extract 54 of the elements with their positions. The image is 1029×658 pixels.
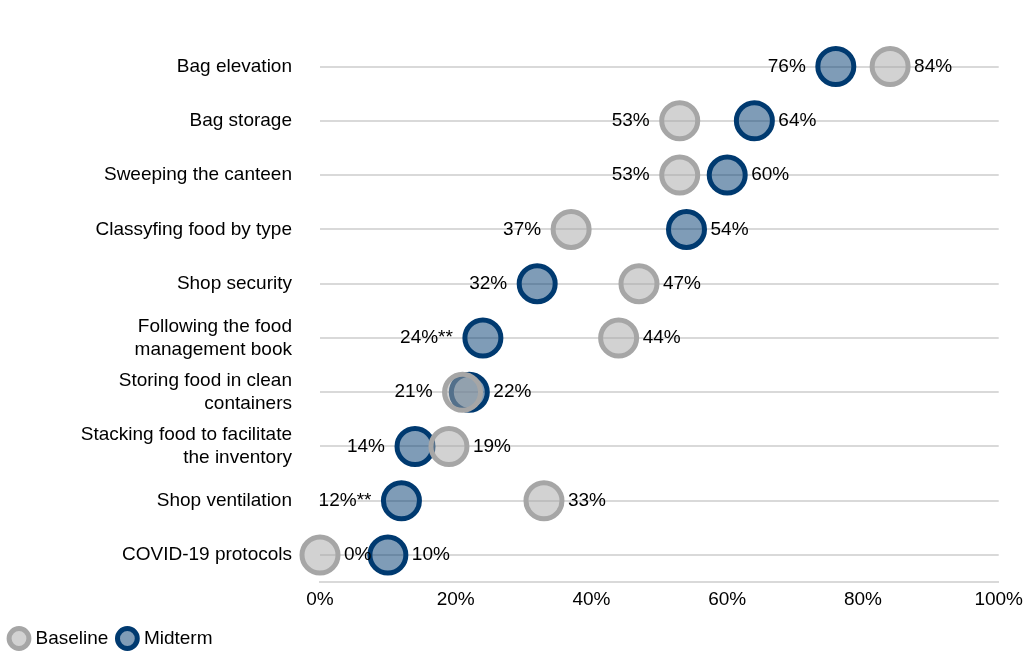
y-tick-label: Following the food management book xyxy=(134,314,293,359)
point xyxy=(380,480,422,522)
data-label: 54% xyxy=(710,217,749,239)
data-label: 33% xyxy=(567,489,607,511)
point xyxy=(428,426,470,467)
x-tick-label: 0% xyxy=(306,587,334,609)
y-tick-label: COVID-19 protocols xyxy=(121,543,292,565)
data-label: 60% xyxy=(751,163,790,185)
y-tick-label: Shop security xyxy=(176,271,293,293)
point xyxy=(299,534,341,576)
legend-label: Baseline xyxy=(35,626,109,648)
point xyxy=(523,480,565,522)
x-tick-label: 20% xyxy=(436,587,475,609)
y-tick-label: Stacking food to facilitate the inventory xyxy=(80,423,293,468)
point xyxy=(659,100,701,142)
data-label: 53% xyxy=(611,163,650,185)
point xyxy=(462,317,504,359)
data-label: 53% xyxy=(611,109,650,131)
legend-label: Midterm xyxy=(143,626,213,648)
data-label: 12%** xyxy=(318,489,373,511)
x-tick-label: 60% xyxy=(708,587,747,609)
point xyxy=(598,317,640,359)
point xyxy=(869,46,911,88)
data-label: 37% xyxy=(503,217,542,239)
point xyxy=(706,154,748,196)
data-label: 84% xyxy=(914,54,953,76)
point xyxy=(733,100,775,142)
data-label: 32% xyxy=(469,271,508,293)
point xyxy=(815,46,857,88)
y-tick-label: Bag elevation xyxy=(176,54,292,76)
point xyxy=(550,208,592,250)
data-label: 44% xyxy=(642,326,681,348)
data-label: 21% xyxy=(394,380,433,402)
y-tick-label: Bag storage xyxy=(189,109,292,131)
point xyxy=(666,208,707,250)
data-label: 10% xyxy=(411,543,450,565)
y-tick-label: Classyfing food by type xyxy=(95,217,292,239)
y-tick-label: Storing food in clean containers xyxy=(118,369,292,413)
y-tick-label: Sweeping the canteen xyxy=(103,163,292,185)
x-tick-label: 40% xyxy=(572,587,611,609)
point xyxy=(442,371,484,413)
point xyxy=(516,263,558,305)
x-tick-label: 80% xyxy=(843,587,883,609)
data-label: 64% xyxy=(778,109,817,131)
x-tick-label: 100% xyxy=(974,587,1024,609)
data-label: 47% xyxy=(662,271,702,293)
data-label: 14% xyxy=(346,434,386,456)
y-tick-label: Shop ventilation xyxy=(156,489,292,511)
data-label: 22% xyxy=(493,380,532,402)
data-label: 19% xyxy=(472,434,512,456)
point xyxy=(618,263,660,305)
point xyxy=(659,154,701,196)
data-label: 76% xyxy=(767,54,806,76)
data-label: 24%** xyxy=(400,326,454,348)
